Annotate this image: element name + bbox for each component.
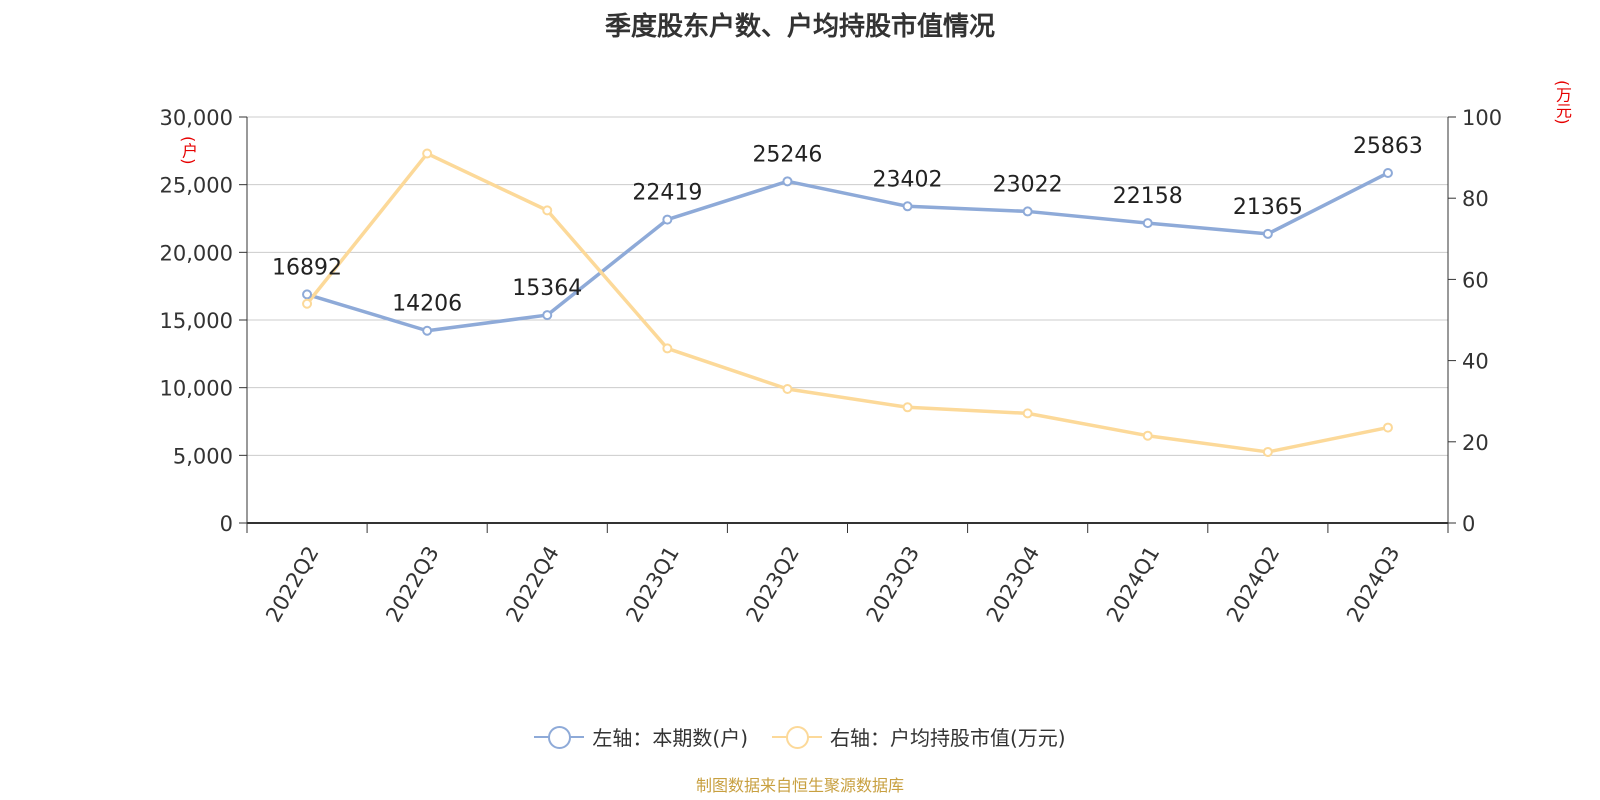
- data-label: 16892: [272, 255, 342, 280]
- data-label: 21365: [1233, 195, 1303, 220]
- data-point-right: [302, 298, 313, 309]
- data-point-left: [1382, 167, 1393, 178]
- data-point-left: [302, 289, 313, 300]
- x-axis-tick-label: 2023Q3: [862, 542, 924, 626]
- data-point-right: [1142, 430, 1153, 441]
- x-axis-tick-label: 2024Q1: [1102, 542, 1164, 626]
- data-point-left: [782, 176, 793, 187]
- right-axis-tick-label: 60: [1462, 268, 1489, 292]
- data-point-left: [542, 310, 553, 321]
- right-axis-tick-label: 0: [1462, 512, 1475, 536]
- right-axis-tick-label: 100: [1462, 106, 1502, 130]
- data-point-left: [902, 201, 913, 212]
- x-axis-tick-label: 2023Q2: [742, 542, 804, 626]
- data-label: 23402: [873, 167, 943, 192]
- data-label: 25246: [752, 142, 822, 167]
- data-point-right: [902, 402, 913, 413]
- legend-left-symbol-icon: [534, 725, 585, 749]
- left-axis-tick-label: 15,000: [160, 309, 233, 333]
- left-axis-tick-label: 20,000: [160, 241, 233, 265]
- left-axis-tick-label: 5,000: [173, 444, 233, 468]
- legend-item-left[interactable]: 左轴：本期数(户): [534, 722, 748, 751]
- data-label: 23022: [993, 172, 1063, 197]
- data-point-right: [782, 384, 793, 395]
- left-axis-tick-label: 30,000: [160, 106, 233, 130]
- x-axis-tick-label: 2024Q3: [1342, 542, 1404, 626]
- legend-right-label: 右轴：户均持股市值(万元): [830, 726, 1066, 750]
- right-axis-unit: (万元): [1553, 80, 1572, 125]
- x-axis-tick-label: 2022Q3: [381, 542, 443, 626]
- legend-right-symbol-icon: [772, 725, 822, 749]
- data-point-right: [422, 148, 433, 159]
- legend-left-label: 左轴：本期数(户): [592, 726, 748, 750]
- data-label: 22419: [632, 181, 702, 206]
- data-point-left: [662, 214, 673, 225]
- data-point-right: [662, 343, 673, 354]
- data-label: 14206: [392, 292, 462, 317]
- x-axis-tick-label: 2022Q2: [261, 542, 323, 626]
- data-point-left: [1142, 218, 1153, 229]
- right-axis-tick-label: 80: [1462, 187, 1489, 211]
- source-note: 制图数据来自恒生聚源数据库: [695, 776, 904, 795]
- data-point-left: [1022, 206, 1033, 217]
- x-axis-tick-label: 2023Q4: [982, 542, 1044, 626]
- data-point-left: [422, 325, 433, 336]
- left-axis-tick-label: 0: [220, 512, 233, 536]
- left-axis-unit: (户): [179, 136, 198, 165]
- x-axis-tick-label: 2022Q4: [501, 542, 563, 626]
- data-point-left: [1262, 228, 1273, 239]
- chart-title: 季度股东户数、户均持股市值情况: [604, 12, 995, 42]
- data-point-right: [542, 205, 553, 216]
- data-point-right: [1382, 422, 1393, 433]
- data-point-right: [1022, 408, 1033, 419]
- series-line-right: [305, 151, 1389, 454]
- x-axis-tick-label: 2023Q1: [621, 542, 683, 626]
- data-label: 15364: [512, 276, 582, 301]
- legend-item-right[interactable]: 右轴：户均持股市值(万元): [772, 722, 1066, 751]
- left-axis-tick-label: 10,000: [160, 377, 233, 401]
- left-axis-tick-label: 25,000: [160, 174, 233, 198]
- data-label: 25863: [1353, 134, 1423, 159]
- data-point-right: [1262, 446, 1273, 457]
- right-axis-tick-label: 40: [1462, 350, 1489, 374]
- data-label: 22158: [1113, 184, 1183, 209]
- right-axis-tick-label: 20: [1462, 431, 1489, 455]
- x-axis-tick-label: 2024Q2: [1222, 542, 1284, 626]
- legend: 左轴：本期数(户) 右轴：户均持股市值(万元): [0, 722, 1600, 751]
- series-line-left: [306, 171, 1389, 333]
